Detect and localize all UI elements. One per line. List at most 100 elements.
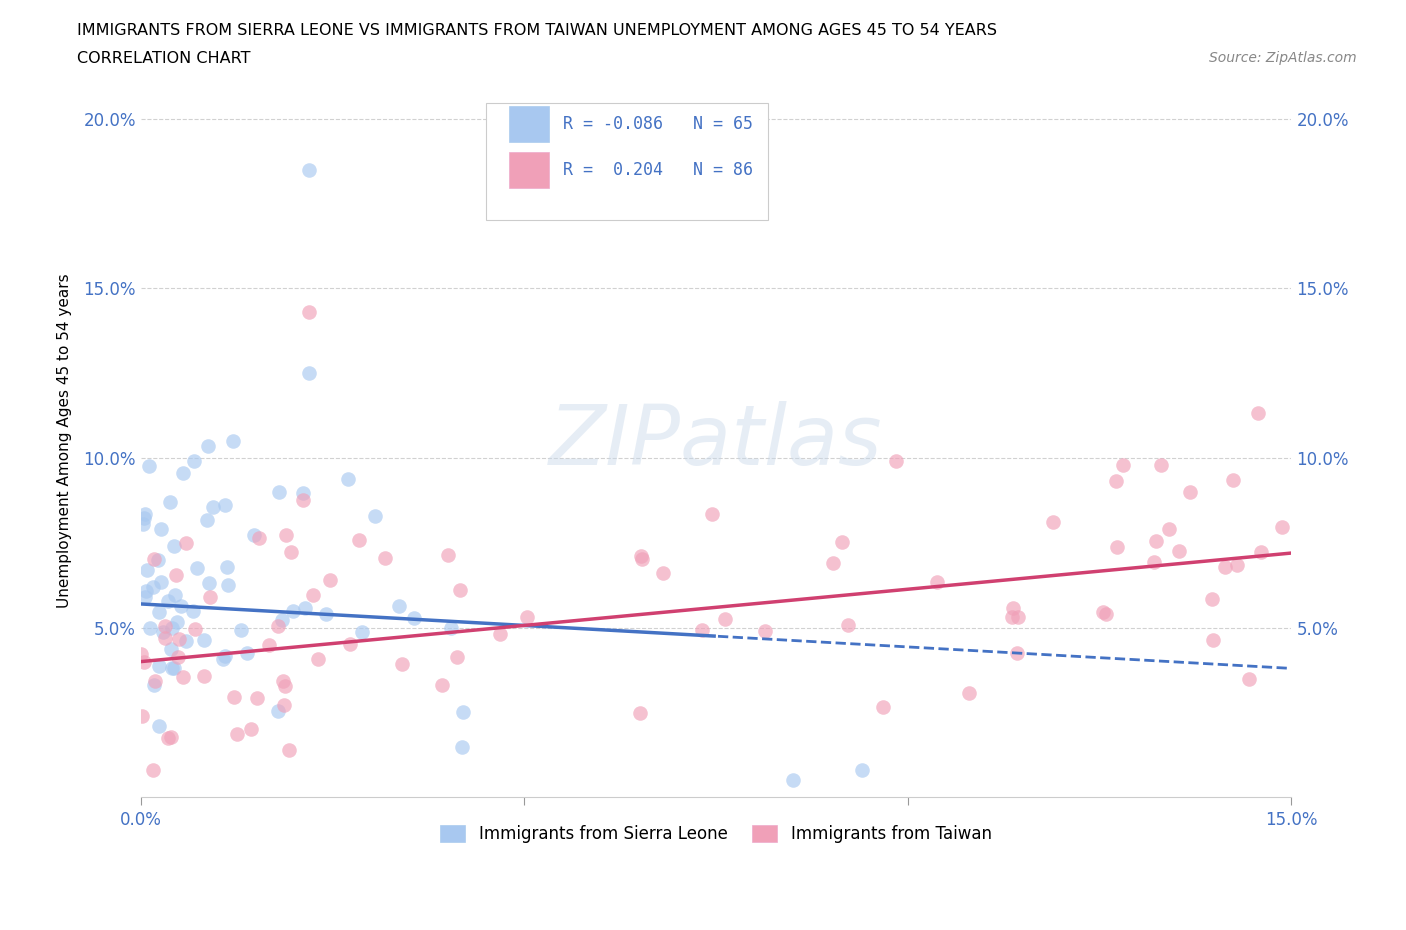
Point	[153, 618, 176, 633]
Point	[202, 499, 225, 514]
Point	[437, 548, 460, 563]
Point	[229, 623, 252, 638]
Point	[148, 719, 170, 734]
Point	[925, 575, 948, 590]
Point	[143, 677, 166, 692]
Legend: Immigrants from Sierra Leone, Immigrants from Taiwan: Immigrants from Sierra Leone, Immigrants…	[433, 818, 998, 850]
Point	[337, 472, 360, 486]
Point	[298, 365, 321, 380]
Point	[446, 650, 468, 665]
Point	[166, 615, 188, 630]
Point	[1105, 473, 1128, 488]
Point	[239, 722, 262, 737]
Point	[156, 731, 179, 746]
Point	[131, 646, 153, 661]
Bar	[509, 153, 550, 188]
Point	[184, 622, 207, 637]
Point	[430, 678, 453, 693]
Point	[1150, 458, 1173, 472]
Point	[276, 528, 298, 543]
Point	[782, 773, 804, 788]
Point	[131, 517, 153, 532]
Point	[259, 637, 281, 652]
Point	[714, 611, 737, 626]
Point	[884, 454, 907, 469]
Point	[1157, 522, 1180, 537]
Point	[280, 545, 302, 560]
Point	[224, 690, 246, 705]
Point	[163, 538, 186, 553]
Point	[222, 433, 245, 448]
Point	[349, 533, 371, 548]
Point	[690, 623, 713, 638]
Point	[440, 621, 463, 636]
Text: IMMIGRANTS FROM SIERRA LEONE VS IMMIGRANTS FROM TAIWAN UNEMPLOYMENT AMONG AGES 4: IMMIGRANTS FROM SIERRA LEONE VS IMMIGRAN…	[77, 23, 997, 38]
Point	[631, 551, 654, 566]
Point	[700, 506, 723, 521]
Point	[1005, 646, 1028, 661]
Point	[821, 555, 844, 570]
Point	[1247, 405, 1270, 420]
Point	[1144, 534, 1167, 549]
Point	[146, 552, 169, 567]
Point	[1250, 545, 1272, 560]
Point	[1222, 473, 1244, 488]
Point	[163, 588, 186, 603]
Point	[391, 657, 413, 671]
Y-axis label: Unemployment Among Ages 45 to 54 years: Unemployment Among Ages 45 to 54 years	[58, 273, 72, 608]
Point	[152, 625, 174, 640]
Point	[1202, 632, 1225, 647]
FancyBboxPatch shape	[486, 102, 768, 220]
Point	[339, 637, 361, 652]
Point	[1001, 600, 1024, 615]
Point	[132, 655, 155, 670]
Point	[246, 690, 269, 705]
Point	[157, 593, 180, 608]
Point	[267, 618, 290, 633]
Bar	[509, 106, 550, 141]
Point	[271, 673, 294, 688]
Point	[851, 763, 873, 777]
Point	[274, 679, 297, 694]
Point	[215, 560, 238, 575]
Point	[135, 563, 157, 578]
Point	[153, 630, 176, 644]
Point	[1092, 604, 1115, 619]
Point	[837, 618, 859, 632]
Point	[273, 698, 295, 712]
Point	[193, 669, 215, 684]
Point	[277, 742, 299, 757]
Point	[1201, 591, 1223, 606]
Point	[186, 561, 208, 576]
Point	[195, 512, 218, 527]
Point	[135, 583, 157, 598]
Point	[139, 620, 162, 635]
Point	[145, 673, 167, 688]
Point	[307, 652, 329, 667]
Point	[1000, 609, 1022, 624]
Point	[281, 603, 304, 618]
Point	[142, 579, 165, 594]
Point	[1111, 458, 1133, 472]
Point	[1105, 540, 1128, 555]
Point	[131, 709, 153, 724]
Point	[271, 612, 294, 627]
Point	[1215, 560, 1237, 575]
Point	[162, 621, 184, 636]
Point	[451, 740, 474, 755]
Point	[226, 726, 249, 741]
Point	[267, 704, 290, 719]
Point	[165, 567, 187, 582]
Point	[167, 650, 190, 665]
Point	[872, 700, 894, 715]
Point	[294, 601, 316, 616]
Point	[142, 763, 165, 777]
Point	[217, 578, 239, 592]
Point	[163, 660, 186, 675]
Point	[374, 551, 396, 565]
Point	[488, 627, 510, 642]
Point	[292, 485, 315, 500]
Point	[138, 458, 160, 473]
Point	[214, 648, 236, 663]
Point	[159, 729, 181, 744]
